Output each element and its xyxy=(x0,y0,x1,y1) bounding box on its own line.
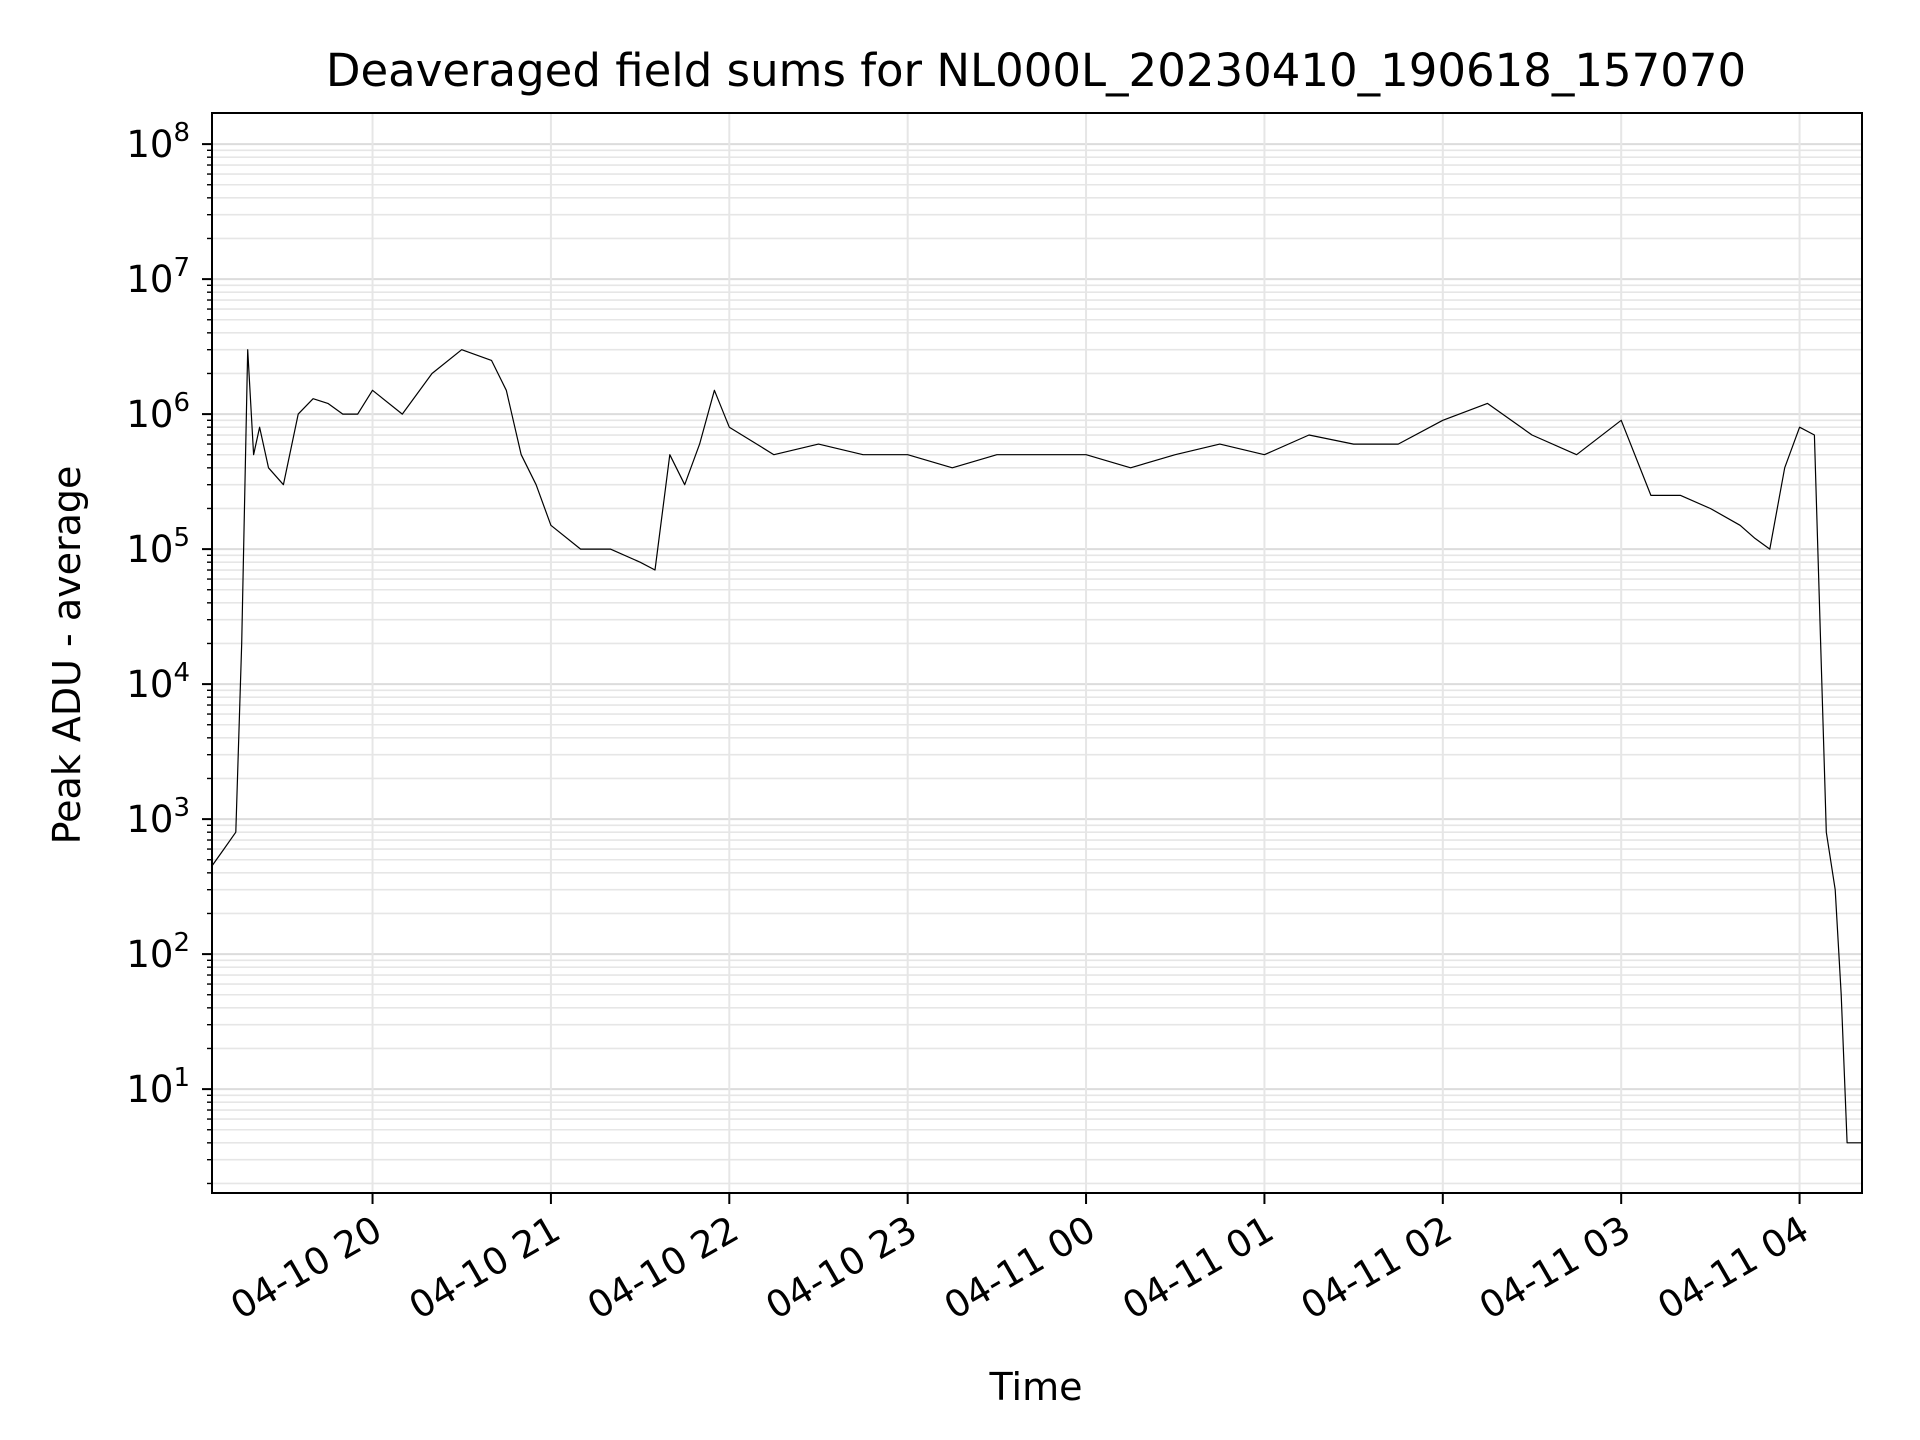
y-tick-label-exponent: 3 xyxy=(173,793,190,823)
x-axis-label: Time xyxy=(989,1365,1083,1409)
chart-title: Deaveraged field sums for NL000L_2023041… xyxy=(326,44,1746,97)
y-tick-label: 103 xyxy=(126,793,190,841)
y-axis-label: Peak ADU - average xyxy=(45,466,89,845)
y-tick-label-exponent: 4 xyxy=(173,658,190,688)
x-tick-label: 04-11 01 xyxy=(1115,1208,1281,1328)
plot-frame xyxy=(211,112,1863,1194)
x-tick-label: 04-10 23 xyxy=(759,1208,925,1328)
y-tick-label: 105 xyxy=(126,523,190,571)
y-tick-label-base: 10 xyxy=(126,528,173,571)
y-tick-label-exponent: 7 xyxy=(173,253,190,283)
y-tick-label-exponent: 1 xyxy=(173,1063,190,1093)
y-tick-label: 104 xyxy=(126,658,190,706)
y-tick-label-exponent: 5 xyxy=(173,523,190,553)
y-tick-label-base: 10 xyxy=(126,123,173,166)
x-tick-label: 04-11 02 xyxy=(1294,1208,1460,1328)
y-tick-label: 101 xyxy=(126,1063,190,1111)
y-tick-label-exponent: 6 xyxy=(173,388,190,418)
x-tick-label: 04-11 00 xyxy=(937,1208,1103,1328)
y-tick-label: 106 xyxy=(126,388,190,436)
grid-lines xyxy=(212,113,1862,1193)
y-tick-label-base: 10 xyxy=(126,393,173,436)
x-tick-label: 04-10 20 xyxy=(223,1208,389,1328)
y-tick-label-base: 10 xyxy=(126,798,173,841)
y-tick-label-base: 10 xyxy=(126,663,173,706)
y-tick-label-base: 10 xyxy=(126,933,173,976)
y-tick-label: 108 xyxy=(126,118,190,166)
x-tick-label: 04-11 04 xyxy=(1650,1208,1816,1328)
y-tick-label-exponent: 2 xyxy=(173,928,190,958)
y-tick-label-base: 10 xyxy=(126,258,173,301)
y-tick-label: 107 xyxy=(126,253,190,301)
y-tick-label: 102 xyxy=(126,928,190,976)
series-line xyxy=(211,349,1862,1144)
y-tick-label-base: 10 xyxy=(126,1068,173,1111)
x-tick-label: 04-10 22 xyxy=(580,1208,746,1328)
x-tick-label: 04-10 21 xyxy=(402,1208,568,1328)
y-tick-label-exponent: 8 xyxy=(173,118,190,148)
x-tick-label: 04-11 03 xyxy=(1472,1208,1638,1328)
